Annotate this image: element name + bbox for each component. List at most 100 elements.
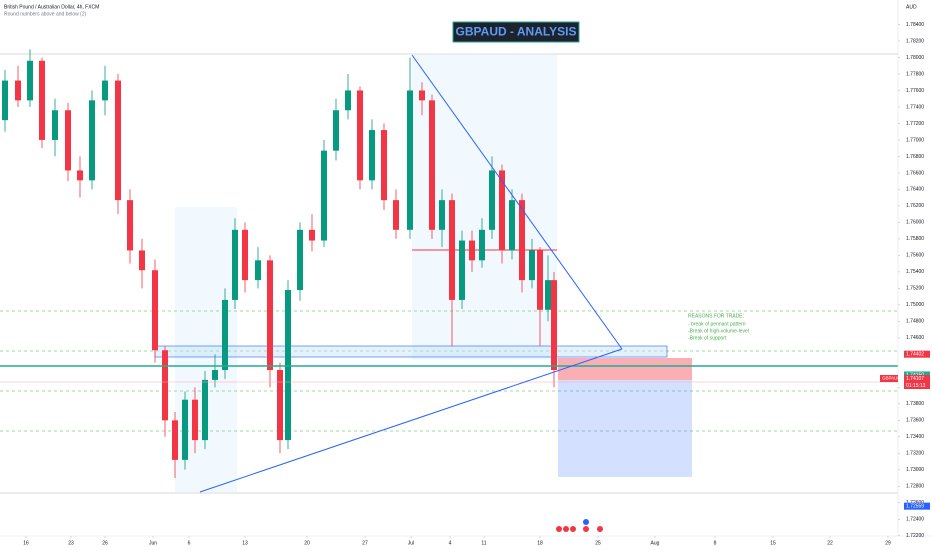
candle-body <box>357 90 363 181</box>
candle-body <box>537 250 543 310</box>
countdown: 01:15:13 <box>906 383 926 389</box>
annotation: REASONS FOR TRADE: <box>688 313 744 319</box>
x-tick-label: 29 <box>885 540 891 546</box>
candle-body <box>459 240 465 300</box>
candle-body <box>419 90 425 101</box>
candle-body <box>333 110 339 151</box>
y-tick-label: 1.77400 <box>906 104 924 110</box>
candle-body <box>499 170 505 251</box>
y-tick-label: 1.74600 <box>906 335 924 341</box>
annotation: -Break of support <box>688 335 727 341</box>
symbol-header: British Pound / Australian Dollar, 4h, F… <box>4 4 99 10</box>
y-tick-label: 1.73000 <box>906 467 924 473</box>
candle-body <box>469 240 475 261</box>
y-tick-label: 1.77600 <box>906 88 924 94</box>
candle-body <box>267 260 273 371</box>
candle-body <box>277 370 283 441</box>
candles <box>2 49 557 479</box>
candle-body <box>2 80 8 121</box>
y-tick-label: 1.73600 <box>906 418 924 424</box>
event-icon <box>563 526 569 532</box>
candle-body <box>449 200 455 300</box>
candle-body <box>345 90 351 111</box>
candle-body <box>27 60 33 101</box>
price-tag <box>904 374 930 382</box>
y-tick-label: 1.76200 <box>906 203 924 209</box>
y-tick-label: 1.77200 <box>906 121 924 127</box>
x-tick-label: 26 <box>102 540 108 546</box>
x-tick-label: 27 <box>362 540 368 546</box>
candle-body <box>509 200 515 251</box>
y-tick-label: 1.77000 <box>906 137 924 143</box>
y-tick-label: 1.75000 <box>906 302 924 308</box>
y-tick-label: 1.75800 <box>906 236 924 242</box>
candle-body <box>52 110 58 140</box>
event-icon <box>583 519 589 525</box>
candle-body <box>242 229 248 281</box>
trend-line <box>199 348 623 493</box>
candle-body <box>479 229 485 261</box>
x-tick-label: Aug <box>651 540 660 546</box>
candle-body <box>182 399 188 460</box>
target-zone <box>558 380 692 477</box>
y-tick-label: 1.76000 <box>906 220 924 226</box>
candle-body <box>309 229 315 241</box>
candle-body <box>545 280 551 310</box>
y-tick-label: 1.76800 <box>906 154 924 160</box>
price-tag <box>904 350 930 358</box>
x-tick-label: 20 <box>304 540 310 546</box>
x-tick-label: Jul <box>408 540 414 546</box>
y-tick-label: 1.76400 <box>906 187 924 193</box>
event-icon <box>556 526 562 532</box>
candle-body <box>297 229 303 291</box>
x-tick-label: 15 <box>770 540 776 546</box>
y-tick-label: 1.78400 <box>906 22 924 28</box>
candle-body <box>369 130 375 181</box>
y-tick-label: 1.72400 <box>906 517 924 523</box>
price-tag-label: 1.74402 <box>906 352 924 358</box>
event-icon <box>597 526 603 532</box>
title-box <box>452 21 580 43</box>
candle-body <box>102 80 108 101</box>
y-tick-label: 1.78000 <box>906 55 924 61</box>
x-tick-label: 8 <box>714 540 717 546</box>
candle-body <box>232 229 238 300</box>
stop-zone <box>558 358 692 380</box>
candle-body <box>321 150 327 241</box>
indicator-header: Round numbers above and below (2) <box>4 11 87 17</box>
y-tick-label: 1.73800 <box>906 401 924 407</box>
x-tick-label: 16 <box>23 540 29 546</box>
candle-body <box>222 299 228 371</box>
range-box <box>412 55 557 360</box>
y-tick-label: 1.77800 <box>906 71 924 77</box>
candle-body <box>202 379 208 441</box>
candle-body <box>489 170 495 230</box>
chart-title: GBPAUD - ANALYSIS <box>456 25 577 39</box>
price-tag-label: 1.74107 <box>906 376 924 382</box>
candle-body <box>407 90 413 230</box>
candle-body <box>393 200 399 230</box>
x-tick-label: 6 <box>188 540 191 546</box>
y-tick-label: 1.74800 <box>906 319 924 325</box>
y-tick-label: 1.72200 <box>906 533 924 539</box>
candle-body <box>519 200 525 281</box>
y-tick-label: 1.73200 <box>906 451 924 457</box>
symbol-tag-label: GBPAUD <box>882 376 901 381</box>
x-tick-label: 4 <box>449 540 452 546</box>
candle-body <box>172 420 178 460</box>
candle-body <box>212 370 218 380</box>
x-tick-label: 23 <box>68 540 74 546</box>
x-tick-label: 11 <box>481 540 486 546</box>
candle-body <box>15 80 21 101</box>
y-tick-label: 1.75200 <box>906 286 924 292</box>
event-icon <box>583 526 589 532</box>
candle-body <box>65 110 71 171</box>
candle-body <box>551 280 557 371</box>
candle-body <box>255 260 261 281</box>
trend-line <box>411 54 623 350</box>
x-tick-label: Jun <box>149 540 157 546</box>
candle-body <box>529 250 535 281</box>
candle-body <box>429 100 435 230</box>
candle-body <box>152 270 158 351</box>
